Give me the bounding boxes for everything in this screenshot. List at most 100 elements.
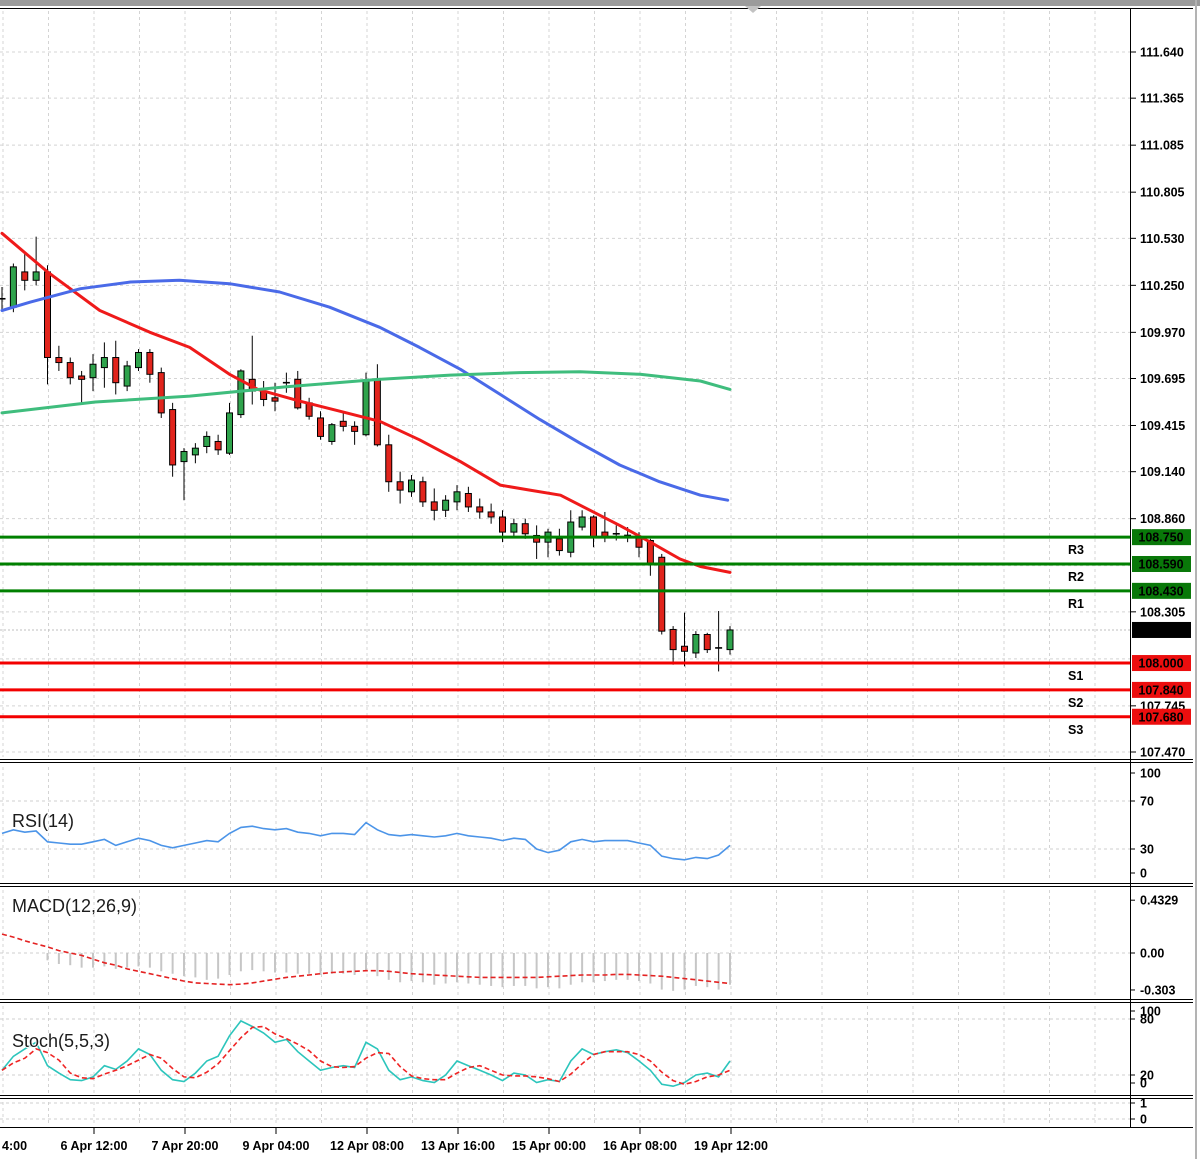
- date-axis-label: 13 Apr 16:00: [421, 1139, 495, 1153]
- candle-body: [271, 397, 279, 402]
- candle-body: [294, 378, 302, 409]
- candle-body: [533, 534, 541, 543]
- resistance-price-badge-bg: [1132, 582, 1191, 599]
- candle-body: [521, 523, 529, 535]
- stoch-indicator-label: Stoch(5,5,3): [12, 1031, 111, 1051]
- candle-body: [78, 375, 86, 380]
- doji-candle: [715, 647, 723, 649]
- candle-body: [658, 556, 666, 632]
- candle-body: [692, 633, 700, 654]
- current-bar-marker: [745, 6, 761, 13]
- support-label: S2: [1068, 696, 1083, 710]
- candle-body: [442, 499, 450, 511]
- candle-body: [89, 363, 97, 379]
- price-axis-label: 109.140: [1140, 465, 1185, 479]
- support-price-badge-bg: [1132, 655, 1191, 672]
- candle-body: [135, 351, 142, 369]
- doji-candle: [282, 381, 290, 384]
- date-axis-label: 15 Apr 00:00: [512, 1139, 586, 1153]
- stoch-scale-label: 100: [1140, 1005, 1161, 1019]
- candle-body: [499, 516, 506, 533]
- candle-body: [430, 501, 438, 511]
- price-axis-label: 108.860: [1140, 512, 1185, 526]
- candle-body: [578, 516, 586, 528]
- support-price-badge-bg: [1132, 681, 1191, 698]
- candle-body: [32, 271, 40, 281]
- price-axis-label: 109.695: [1140, 372, 1185, 386]
- candle-body: [226, 412, 233, 454]
- candle-body: [339, 420, 347, 427]
- rsi-indicator-label: RSI(14): [12, 811, 75, 831]
- candle-body: [555, 538, 563, 552]
- candle-body: [396, 481, 404, 491]
- resistance-label: R3: [1068, 543, 1084, 557]
- doji-candle: [624, 534, 632, 537]
- candle-body: [703, 633, 711, 651]
- mini-scale-label: 0: [1140, 1113, 1147, 1127]
- candle-body: [9, 266, 17, 308]
- candle-body: [100, 357, 108, 369]
- current-price-badge-bg: [1132, 621, 1191, 638]
- candle-body: [328, 424, 336, 442]
- candle-body: [590, 516, 597, 538]
- candle-body: [191, 447, 199, 456]
- candle-body: [157, 372, 165, 414]
- stoch-scale-label: 80: [1140, 1013, 1154, 1027]
- date-axis-label: 12 Apr 08:00: [330, 1139, 404, 1153]
- candle-body: [21, 271, 29, 281]
- current-price-badge: 108.197: [1138, 623, 1183, 637]
- price-axis-label: 110.530: [1140, 232, 1185, 246]
- resistance-price-badge: 108.430: [1138, 584, 1183, 598]
- stoch-scale-label: 0: [1140, 1077, 1147, 1091]
- candle-body: [55, 357, 63, 364]
- resistance-price-badge: 108.750: [1138, 531, 1183, 545]
- candle-body: [419, 481, 427, 503]
- candle-body: [726, 629, 734, 651]
- date-axis-label: 7 Apr 20:00: [152, 1139, 219, 1153]
- support-label: S3: [1068, 723, 1083, 737]
- macd-scale-label: -0.303: [1140, 983, 1175, 997]
- price-axis-label: 109.415: [1140, 419, 1185, 433]
- price-axis-label: 107.470: [1140, 746, 1185, 760]
- candle-body: [169, 409, 177, 466]
- window-top-edge: [0, 0, 1200, 6]
- resistance-price-badge-bg: [1132, 529, 1191, 546]
- candle-body: [362, 380, 370, 436]
- candle-body: [510, 523, 518, 533]
- candle-body: [453, 491, 461, 503]
- support-price-badge: 108.000: [1138, 657, 1183, 671]
- date-axis-label: 6 Apr 12:00: [61, 1139, 128, 1153]
- support-price-badge: 107.680: [1138, 710, 1183, 724]
- price-axis-label: 110.250: [1140, 279, 1185, 293]
- rsi-scale-label: 70: [1140, 795, 1154, 809]
- rsi-scale-label: 30: [1140, 843, 1154, 857]
- mini-scale-label: 1: [1140, 1097, 1147, 1111]
- price-axis-label: 111.365: [1140, 92, 1184, 106]
- stoch-d-line: [1, 1025, 731, 1086]
- candle-body: [373, 378, 381, 446]
- candle-body: [464, 492, 472, 508]
- rsi-scale-label: 100: [1140, 767, 1161, 781]
- date-axis-label: 16 Apr 08:00: [603, 1139, 677, 1153]
- candle-body: [44, 271, 51, 359]
- candle-body: [385, 444, 393, 483]
- date-axis-label: 4:00: [2, 1139, 27, 1153]
- resistance-price-badge-bg: [1132, 555, 1191, 572]
- macd-signal-line: [1, 933, 731, 986]
- macd-indicator-label: MACD(12,26,9): [12, 896, 138, 916]
- price-axis-label: 111.640: [1140, 46, 1184, 60]
- date-axis-label: 9 Apr 04:00: [243, 1139, 310, 1153]
- doji-candle: [612, 532, 620, 535]
- candle-body: [487, 511, 495, 518]
- candle-body: [146, 351, 154, 375]
- rsi-scale-label: 0: [1140, 867, 1147, 881]
- candle-body: [112, 357, 120, 384]
- macd-scale-label: 0.00: [1140, 947, 1164, 961]
- rsi-line: [1, 821, 731, 861]
- date-axis-label: 19 Apr 12:00: [694, 1139, 768, 1153]
- stoch-scale-label: 20: [1140, 1069, 1154, 1083]
- price-axis-label: 109.970: [1140, 326, 1185, 340]
- price-axis-label: 110.805: [1140, 186, 1185, 200]
